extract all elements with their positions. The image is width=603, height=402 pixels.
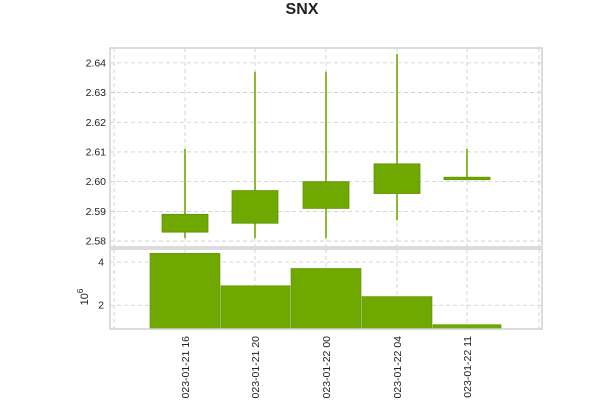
chart-title: SNX <box>286 1 319 18</box>
price-y-tick-label: 2.60 <box>86 176 107 188</box>
volume-axis-base: 10 <box>79 293 91 305</box>
volume-axis-exponent: 6 <box>76 288 85 293</box>
price-y-tick-label: 2.58 <box>86 236 107 248</box>
candle-body <box>231 190 279 224</box>
price-y-tick-label: 2.62 <box>86 117 107 129</box>
x-tick-label: 023-01-21 16 <box>180 336 192 399</box>
price-panel-frame <box>109 47 543 248</box>
price-y-tick-label: 2.63 <box>86 87 107 99</box>
volume-bars <box>149 253 502 330</box>
price-y-tick-label: 2.64 <box>86 57 107 69</box>
volume-y-tick-label: 2 <box>98 300 104 312</box>
price-y-tick-label: 2.59 <box>86 206 107 218</box>
candle-body <box>302 181 350 209</box>
volume-bar <box>220 285 291 330</box>
candle-body <box>373 163 421 194</box>
price-y-tick-label: 2.61 <box>86 146 107 158</box>
price-y-ticks: 2.58 2.59 2.60 2.61 2.62 2.63 2.64 <box>86 57 107 247</box>
volume-bar <box>361 296 433 330</box>
x-tick-labels: 023-01-21 16 023-01-21 20 023-01-22 00 023-… <box>180 336 474 399</box>
candle-body <box>161 213 209 233</box>
x-tick-label: 023-01-22 11 <box>462 336 474 398</box>
volume-bar <box>149 253 221 330</box>
candle-body <box>443 176 491 181</box>
volume-y-tick-label: 4 <box>98 256 104 268</box>
x-tick-label: 023-01-21 20 <box>250 336 262 399</box>
volume-y-ticks: 24 <box>98 256 104 311</box>
candles <box>161 53 491 239</box>
x-tick-label: 023-01-22 00 <box>321 336 333 399</box>
volume-panel: 24 106 <box>76 248 543 330</box>
volume-bar <box>290 268 362 330</box>
x-tick-label: 023-01-22 04 <box>392 336 404 399</box>
volume-axis-label: 106 <box>76 288 91 305</box>
price-panel: 2.58 2.59 2.60 2.61 2.62 2.63 2.64 <box>86 47 543 248</box>
volume-panel-frame <box>109 248 543 330</box>
